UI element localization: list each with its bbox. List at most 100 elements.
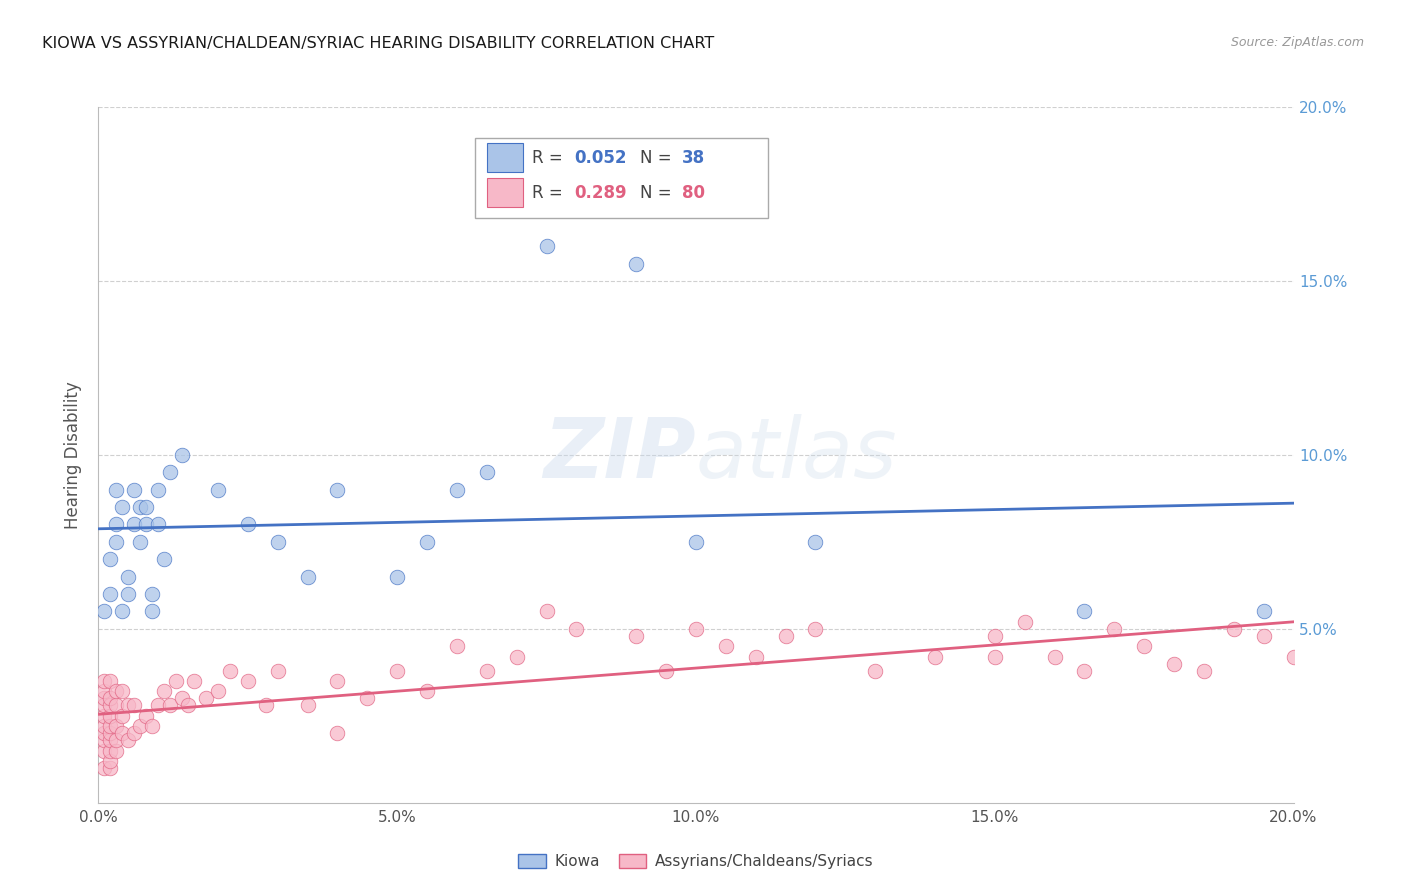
Point: [385, 570, 409, 584]
Point: [326, 674, 349, 689]
Point: [100, 719, 122, 733]
Point: [93, 719, 115, 733]
Point: [93, 733, 115, 747]
Point: [111, 684, 134, 698]
Point: [1133, 639, 1156, 653]
Point: [100, 761, 122, 775]
Point: [416, 534, 439, 549]
Point: [207, 483, 229, 497]
Point: [745, 649, 768, 664]
Point: [475, 664, 498, 678]
Point: [506, 649, 529, 664]
Point: [124, 483, 146, 497]
Point: [129, 719, 152, 733]
Point: [148, 483, 170, 497]
Point: [446, 483, 468, 497]
Point: [124, 726, 146, 740]
FancyBboxPatch shape: [486, 144, 523, 172]
Text: ZIP: ZIP: [543, 415, 696, 495]
Point: [165, 674, 187, 689]
Point: [172, 691, 194, 706]
Point: [93, 726, 115, 740]
Point: [100, 708, 122, 723]
Text: R =: R =: [533, 149, 568, 167]
Point: [117, 733, 139, 747]
Point: [148, 698, 170, 713]
Point: [446, 639, 468, 653]
Point: [326, 726, 349, 740]
Text: Source: ZipAtlas.com: Source: ZipAtlas.com: [1230, 36, 1364, 49]
Point: [207, 684, 229, 698]
Point: [1282, 649, 1305, 664]
Point: [111, 605, 134, 619]
Point: [100, 698, 122, 713]
Point: [655, 664, 678, 678]
Point: [93, 691, 115, 706]
Point: [105, 684, 128, 698]
Point: [93, 674, 115, 689]
Point: [105, 744, 128, 758]
Point: [111, 500, 134, 514]
Point: [148, 517, 170, 532]
Point: [297, 570, 319, 584]
Point: [804, 534, 827, 549]
Point: [117, 570, 139, 584]
Point: [1253, 629, 1275, 643]
Point: [865, 664, 887, 678]
Point: [236, 674, 259, 689]
Point: [714, 639, 737, 653]
FancyBboxPatch shape: [486, 178, 523, 207]
Point: [105, 534, 128, 549]
Text: N =: N =: [640, 184, 676, 202]
Point: [267, 664, 290, 678]
Y-axis label: Hearing Disability: Hearing Disability: [65, 381, 83, 529]
Text: KIOWA VS ASSYRIAN/CHALDEAN/SYRIAC HEARING DISABILITY CORRELATION CHART: KIOWA VS ASSYRIAN/CHALDEAN/SYRIAC HEARIN…: [42, 36, 714, 51]
FancyBboxPatch shape: [475, 138, 768, 219]
Text: R =: R =: [533, 184, 568, 202]
Point: [172, 448, 194, 462]
Point: [100, 754, 122, 768]
Point: [135, 708, 157, 723]
Point: [416, 684, 439, 698]
Point: [141, 719, 163, 733]
Point: [1014, 615, 1036, 629]
Point: [105, 517, 128, 532]
Point: [984, 629, 1007, 643]
Point: [1043, 649, 1066, 664]
Point: [105, 733, 128, 747]
Point: [153, 552, 176, 566]
Point: [195, 691, 218, 706]
Point: [385, 664, 409, 678]
Point: [135, 500, 157, 514]
Text: 80: 80: [682, 184, 704, 202]
Point: [153, 684, 176, 698]
Point: [183, 674, 205, 689]
Point: [685, 622, 707, 636]
Point: [1253, 605, 1275, 619]
Point: [536, 605, 558, 619]
Point: [1192, 664, 1215, 678]
Point: [100, 674, 122, 689]
Point: [135, 517, 157, 532]
Point: [297, 698, 319, 713]
Point: [111, 708, 134, 723]
Point: [111, 726, 134, 740]
Point: [356, 691, 378, 706]
Point: [236, 517, 259, 532]
Legend: Kiowa, Assyrians/Chaldeans/Syriacs: Kiowa, Assyrians/Chaldeans/Syriacs: [512, 848, 880, 875]
Text: 0.289: 0.289: [574, 184, 627, 202]
Point: [129, 500, 152, 514]
Point: [1073, 605, 1095, 619]
Point: [100, 744, 122, 758]
Point: [105, 483, 128, 497]
Point: [1104, 622, 1126, 636]
Point: [177, 698, 200, 713]
Point: [475, 466, 498, 480]
Point: [100, 587, 122, 601]
Point: [219, 664, 242, 678]
Point: [100, 691, 122, 706]
Point: [536, 239, 558, 253]
Point: [984, 649, 1007, 664]
Point: [565, 622, 588, 636]
Point: [804, 622, 827, 636]
